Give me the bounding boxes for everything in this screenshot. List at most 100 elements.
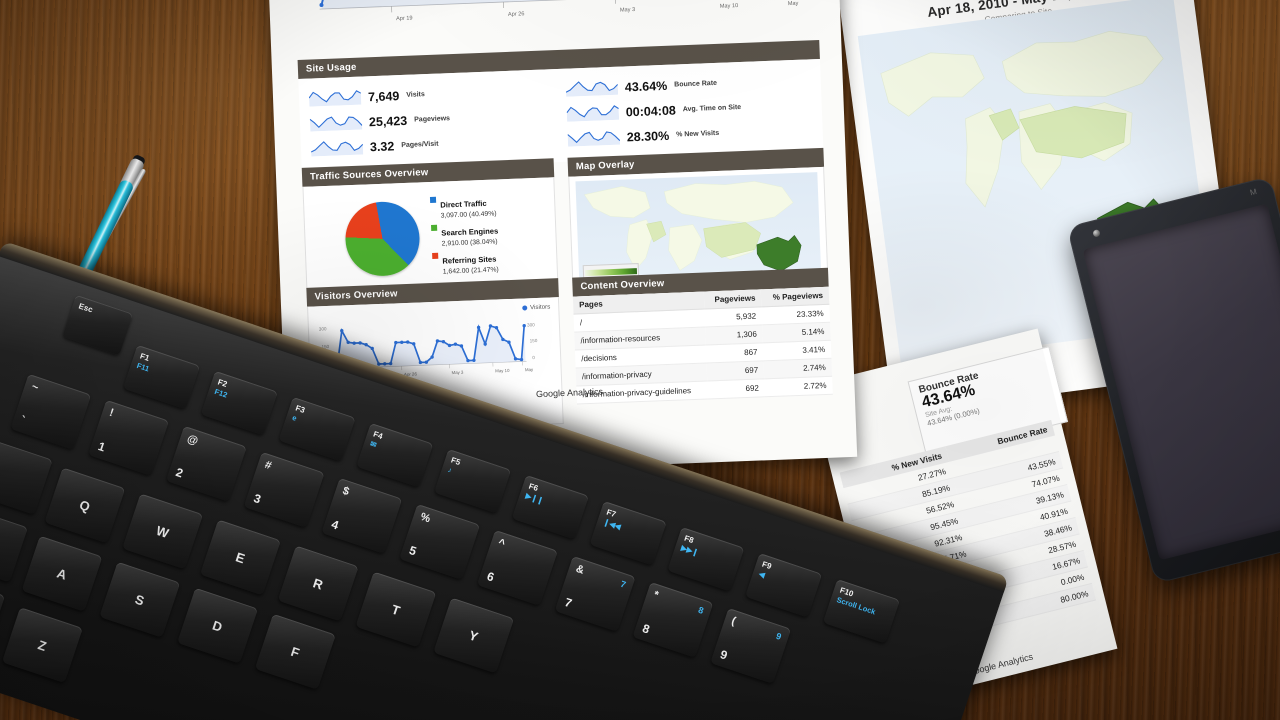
legend-swatch-icon: [429, 196, 437, 204]
site-usage-metric: 28.30% % New Visits: [561, 117, 819, 152]
col-pageviews: Pageviews: [703, 289, 762, 310]
key-f10[interactable]: F10 Scroll Lock: [822, 578, 901, 644]
svg-text:May: May: [788, 1, 799, 7]
svg-text:May: May: [525, 367, 534, 372]
key-label: Q: [77, 496, 93, 515]
mini-world-map-svg: [584, 181, 802, 272]
key-y[interactable]: Y: [433, 597, 515, 674]
key-4[interactable]: $4: [321, 477, 403, 554]
sparkline-icon: [310, 141, 364, 157]
key-symbol: !: [107, 406, 116, 420]
key-f[interactable]: F: [254, 613, 336, 690]
key-esc[interactable]: Esc: [62, 294, 134, 356]
key-alt-label: ❙◀◀: [602, 517, 622, 532]
key-f5[interactable]: F5 ♪: [434, 448, 512, 514]
key-label: D: [210, 617, 225, 635]
key-s[interactable]: S: [99, 561, 181, 638]
key-6[interactable]: ^ 6: [476, 529, 558, 606]
legend-item: Direct Traffic 3,097.00 (40.49%): [429, 192, 498, 220]
key-7[interactable]: & 7 7: [554, 555, 636, 632]
key-alt-label: F11: [135, 360, 151, 374]
key-f3[interactable]: F3 e: [278, 396, 356, 462]
legend-name: Search Engines: [441, 226, 499, 238]
key-symbol: ^: [496, 536, 507, 551]
key-2[interactable]: @2: [165, 425, 247, 502]
key-f9[interactable]: F9 ◀: [745, 552, 823, 618]
key-`[interactable]: ~ `: [10, 373, 92, 450]
svg-text:May 10: May 10: [495, 368, 510, 374]
metric-value: 25,423: [368, 113, 408, 129]
key-z[interactable]: Z: [1, 607, 83, 684]
key-9[interactable]: (9 9: [710, 607, 792, 684]
key-label: Y: [467, 627, 481, 644]
key-number: 9: [718, 647, 730, 663]
key-number: 2: [174, 465, 185, 481]
legend-value: 1,642.00 (21.47%): [442, 266, 499, 276]
key-f7[interactable]: F7 ❙◀◀: [589, 500, 667, 566]
key-t[interactable]: T: [355, 571, 437, 648]
key-1[interactable]: ! 1: [88, 399, 170, 476]
svg-text:150: 150: [530, 338, 538, 343]
key-8[interactable]: * 8 8: [632, 581, 714, 658]
key-a[interactable]: A: [21, 535, 103, 612]
key-3[interactable]: #3: [243, 451, 325, 528]
legend-name: Direct Traffic: [440, 198, 487, 210]
key-number: 4: [329, 517, 341, 533]
key-symbol: %: [418, 510, 432, 526]
traffic-sources-panel: Traffic Sources Overview Direct Traffic 3…: [301, 158, 559, 298]
key-f6[interactable]: F6 ▶❙❙: [511, 474, 589, 540]
site-usage-left-metrics: 7,649 Visits 25,423 Pageviews 3.32 Pages/Visi…: [303, 77, 563, 162]
key-5[interactable]: % 5: [399, 503, 481, 580]
cell-pageviews: 5,932: [704, 306, 763, 328]
australia-highlight-mini: [756, 234, 802, 272]
sparkline-icon: [565, 81, 619, 97]
legend-swatch-icon: [432, 252, 439, 259]
svg-text:150: 150: [321, 344, 329, 349]
key-f1[interactable]: F1 F11: [122, 344, 201, 410]
key-q[interactable]: Q: [44, 467, 126, 544]
key-blue-number: 8: [696, 604, 705, 616]
site-usage-metric: 25,423 Pageviews: [304, 102, 562, 137]
key-d[interactable]: D: [177, 587, 259, 664]
key-w[interactable]: W: [122, 493, 204, 570]
key-number: 1: [96, 439, 108, 455]
key-f2[interactable]: F2 F12: [200, 370, 278, 436]
key-label: Z: [36, 636, 49, 654]
legend-dot-icon: [521, 305, 528, 311]
site-usage-metric: 3.32 Pages/Visit: [305, 127, 563, 162]
key-symbol: *: [652, 588, 660, 602]
key-tab[interactable]: Tab ⇄: [0, 435, 53, 515]
svg-text:300: 300: [319, 326, 327, 331]
key-label: R: [311, 574, 326, 593]
metric-label: Visits: [406, 91, 425, 99]
legend-value: 2,910.00 (38.04%): [441, 238, 498, 248]
metric-label: Pageviews: [414, 115, 451, 124]
sparkline-icon: [308, 90, 362, 107]
cell-pageviews: 1,306: [705, 324, 764, 346]
key-f4[interactable]: F4 ✉: [356, 422, 434, 488]
key-number: 8: [640, 621, 652, 637]
legend-item: Referring Sites 1,642.00 (21.47%): [432, 248, 500, 276]
svg-text:300: 300: [527, 322, 535, 327]
key-symbol: #: [263, 458, 273, 473]
key-number: 7: [562, 595, 574, 611]
traffic-sources-pie-chart: [344, 200, 421, 278]
key-label: CapsLock: [0, 518, 21, 563]
key-f8[interactable]: F8 ▶▶❙: [667, 526, 745, 592]
key-label: S: [133, 591, 147, 609]
legend-name: Referring Sites: [442, 254, 497, 266]
site-usage-panel: Site Usage 7,649 Visits 25,423 Pageviews 3.3…: [297, 39, 824, 172]
site-usage-metric: 43.64% Bounce Rate: [559, 67, 817, 102]
sparkline-icon: [567, 131, 621, 147]
key-alt-label: ▶▶❙: [679, 543, 700, 558]
key-e[interactable]: E: [199, 519, 281, 596]
key-symbol: (: [729, 614, 738, 628]
key-r[interactable]: R: [277, 545, 359, 622]
pie-legend: Direct Traffic 3,097.00 (40.49%) Search En…: [429, 192, 500, 279]
metric-label: Bounce Rate: [674, 79, 718, 89]
key-number: 6: [485, 569, 496, 585]
site-usage-metric: 00:04:08 Avg. Time on Site: [560, 92, 818, 127]
